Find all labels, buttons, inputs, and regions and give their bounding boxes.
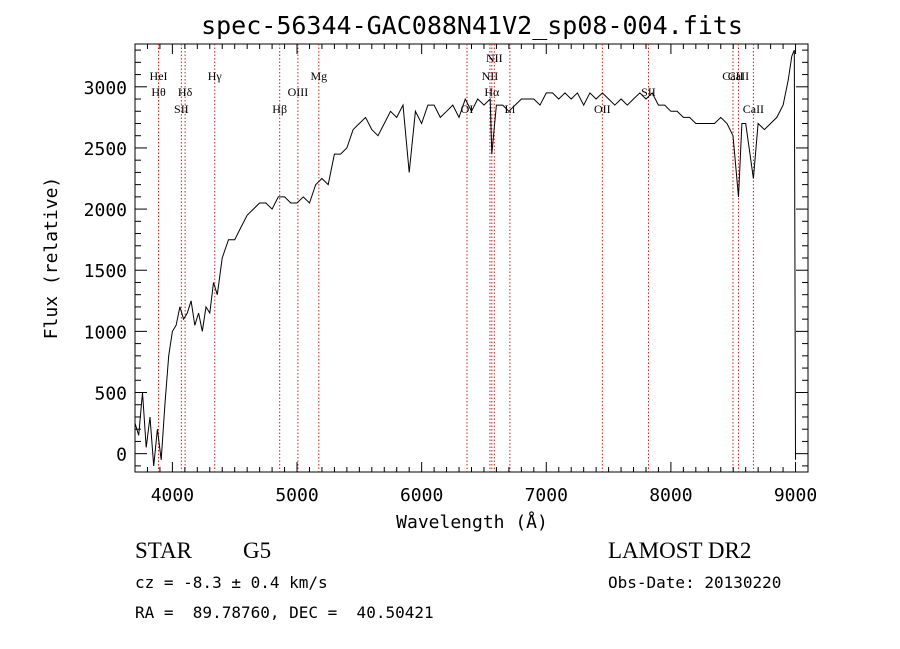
axis-tick-labels: 4000 5000 6000 7000 8000 9000 0 500 1000 1500 2000… xyxy=(84,78,818,506)
line-label-3: Hδ xyxy=(178,85,193,99)
y-axis-label: Flux (relative) xyxy=(41,177,62,340)
y-tick-label: 1000 xyxy=(84,322,127,343)
chart-title: spec-56344-GAC088N41V2_sp08-004.fits xyxy=(201,11,743,40)
flux-series-line xyxy=(134,49,796,466)
survey-name: LAMOST DR2 xyxy=(608,538,752,563)
line-label-4: Hγ xyxy=(208,69,223,83)
y-tick-label: 3000 xyxy=(84,78,127,99)
y-tick-label: 1500 xyxy=(84,261,127,282)
object-subclass: G5 xyxy=(243,538,272,563)
line-label-6: OIII xyxy=(288,85,309,99)
axis-ticks xyxy=(134,44,809,472)
redshift-text: cz = -8.3 ± 0.4 km/s xyxy=(135,573,328,592)
y-tick-label: 2500 xyxy=(84,139,127,160)
y-tick-label: 500 xyxy=(94,384,127,405)
x-tick-label: 9000 xyxy=(774,485,817,506)
line-label-12: Li xyxy=(505,102,516,116)
spectral-line-markers xyxy=(158,44,754,472)
line-label-9: NII xyxy=(482,69,499,83)
coordinates-text: RA = 89.78760, DEC = 40.50421 xyxy=(135,603,434,622)
line-label-15: CaII xyxy=(722,69,743,83)
line-label-0: HeI xyxy=(150,69,168,83)
x-tick-label: 7000 xyxy=(525,485,568,506)
x-tick-label: 5000 xyxy=(275,485,318,506)
line-label-17: CaII xyxy=(743,102,764,116)
line-label-11: NII xyxy=(486,51,503,65)
line-label-14: SII xyxy=(641,85,656,99)
line-label-8: OI xyxy=(461,102,474,116)
object-type: STAR xyxy=(135,538,192,563)
x-tick-label: 4000 xyxy=(151,485,194,506)
line-label-13: OII xyxy=(594,102,611,116)
x-tick-label: 8000 xyxy=(649,485,692,506)
line-label-7: Mg xyxy=(310,69,327,83)
x-axis-label: Wavelength (Å) xyxy=(396,511,548,533)
obs-date-text: Obs-Date: 20130220 xyxy=(608,573,782,592)
line-label-1: Hθ xyxy=(151,85,166,99)
line-label-10: Hα xyxy=(484,85,500,99)
line-label-2: SII xyxy=(174,102,189,116)
y-tick-label: 2000 xyxy=(84,200,127,221)
line-label-16: CaII xyxy=(728,69,749,83)
x-tick-label: 6000 xyxy=(400,485,443,506)
y-tick-label: 0 xyxy=(116,445,127,466)
line-label-5: Hβ xyxy=(272,102,287,116)
